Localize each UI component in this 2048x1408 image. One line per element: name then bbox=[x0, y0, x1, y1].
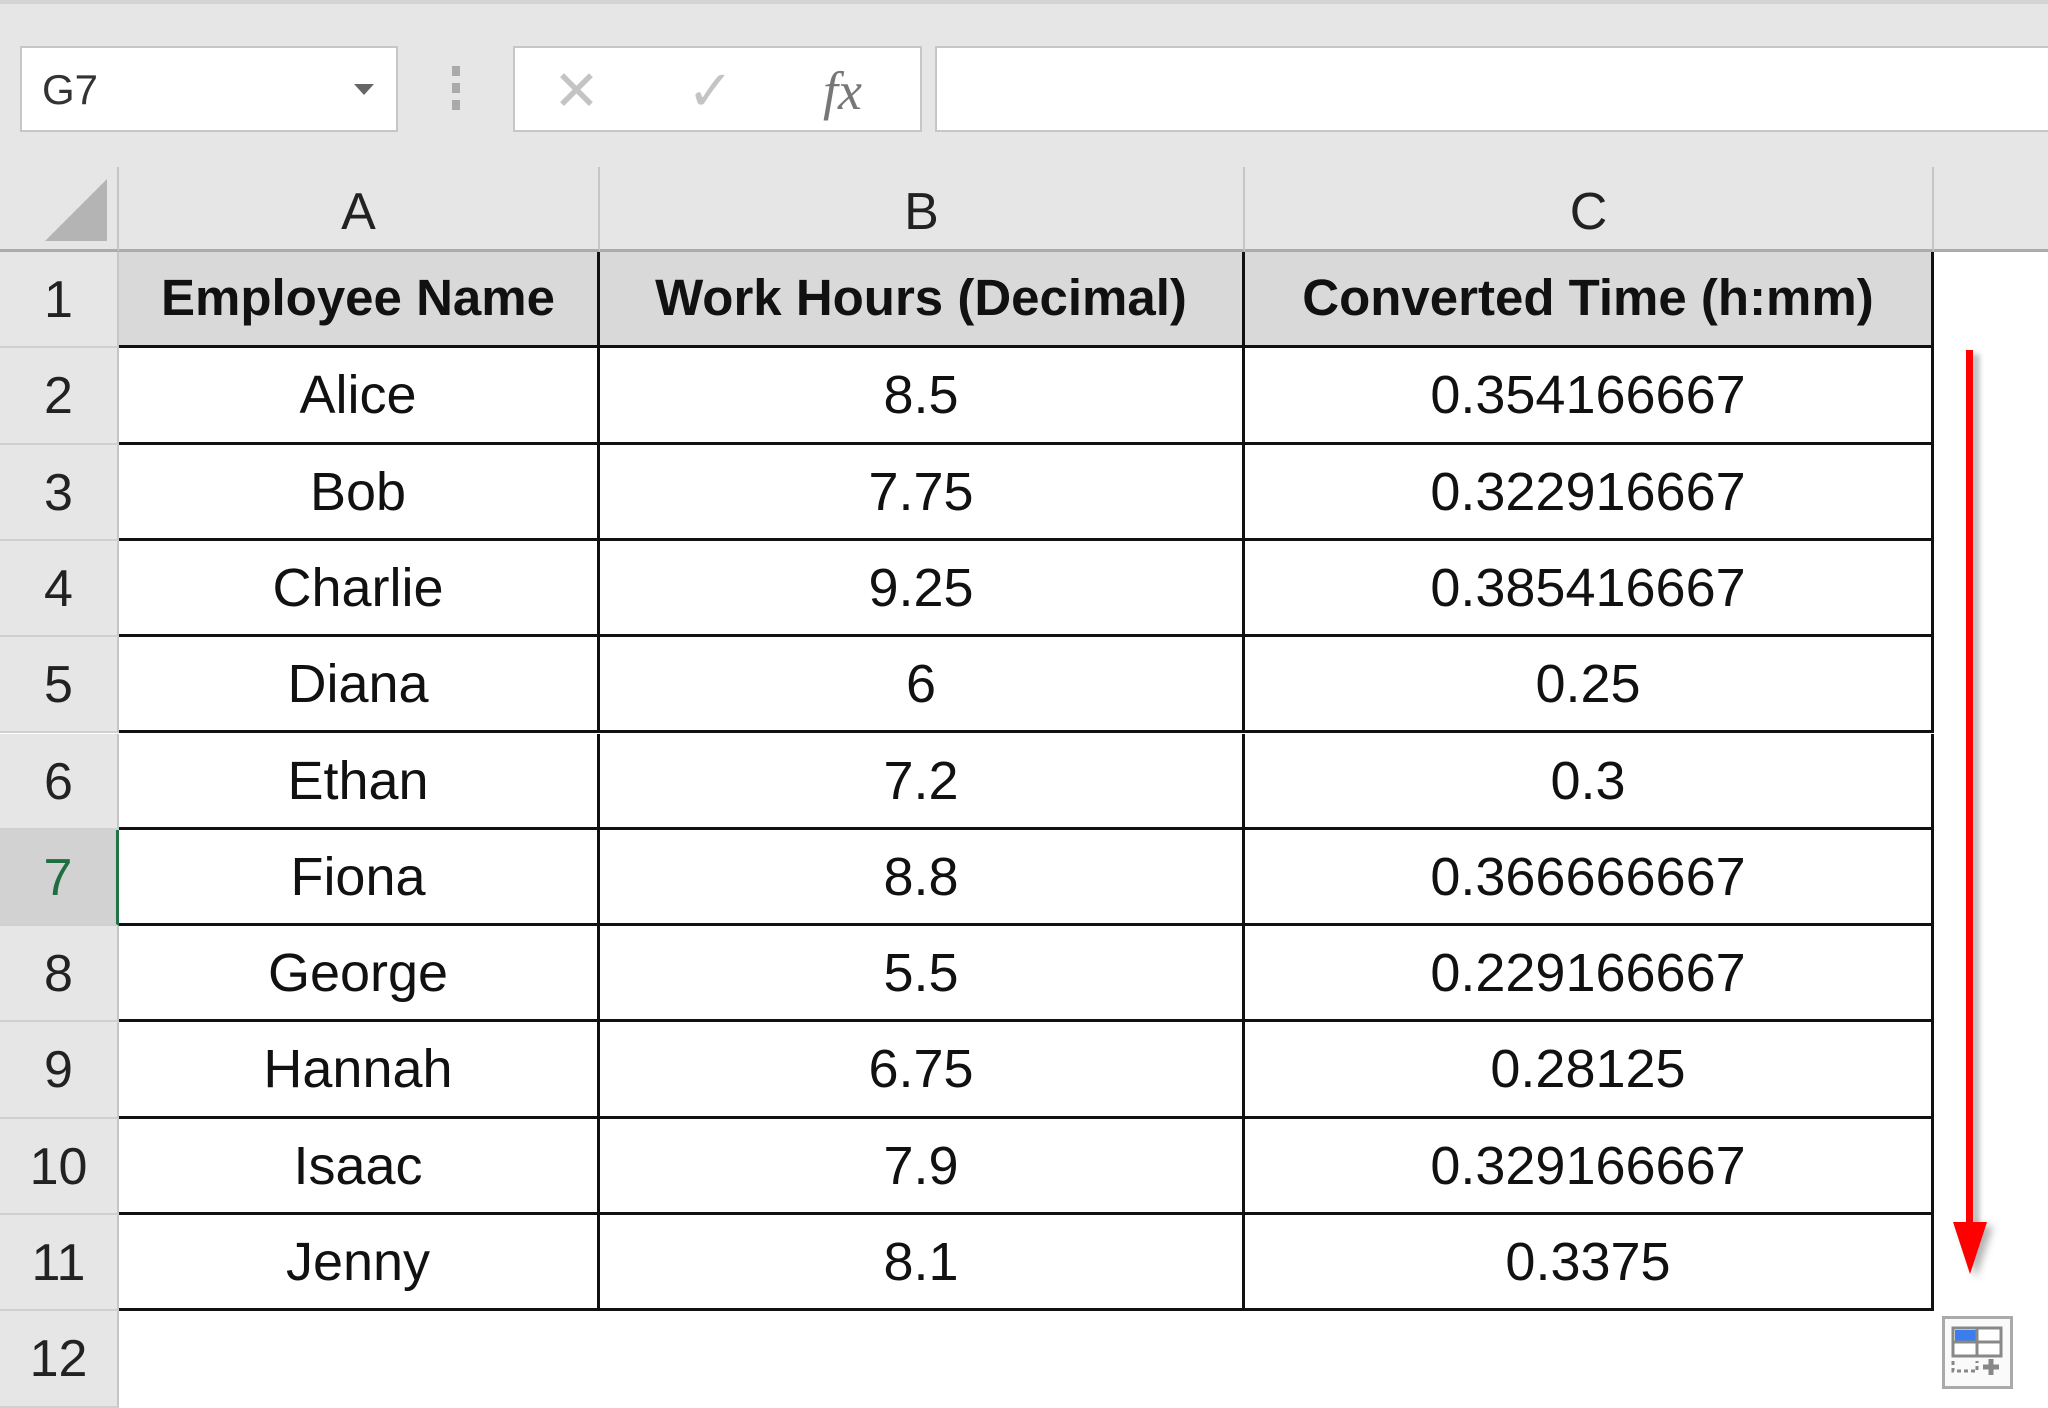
row-header-9[interactable]: 9 bbox=[0, 1022, 119, 1119]
table-cell[interactable]: George bbox=[119, 926, 600, 1023]
row-header-8[interactable]: 8 bbox=[0, 926, 119, 1023]
header-cell[interactable]: Work Hours (Decimal) bbox=[600, 252, 1245, 349]
table-cell[interactable]: 0.3375 bbox=[1245, 1215, 1934, 1312]
table-cell[interactable]: 0.3 bbox=[1245, 733, 1934, 830]
select-all-icon bbox=[45, 179, 107, 241]
row-header-2[interactable]: 2 bbox=[0, 348, 119, 445]
table-cell[interactable]: 0.322916667 bbox=[1245, 444, 1934, 541]
row-header-12[interactable]: 12 bbox=[0, 1311, 119, 1408]
table-cell[interactable]: 0.329166667 bbox=[1245, 1118, 1934, 1215]
column-header-c[interactable]: C bbox=[1245, 167, 1934, 252]
table-cell[interactable]: Isaac bbox=[119, 1118, 600, 1215]
table-cell[interactable]: 5.5 bbox=[600, 926, 1245, 1023]
cancel-icon[interactable]: ✕ bbox=[553, 59, 600, 122]
formula-buttons: ✕ ✓ fx bbox=[513, 46, 922, 132]
name-box-value: G7 bbox=[42, 66, 99, 113]
table-cell[interactable]: Jenny bbox=[119, 1215, 600, 1312]
formula-bar-area: G7 ✕ ✓ fx bbox=[0, 0, 2048, 167]
table-cell[interactable]: 0.385416667 bbox=[1245, 540, 1934, 638]
table-cell[interactable]: 0.354166667 bbox=[1245, 348, 1934, 445]
table-cell[interactable]: 0.229166667 bbox=[1245, 926, 1934, 1023]
name-box[interactable]: G7 bbox=[20, 46, 398, 132]
chevron-down-icon[interactable] bbox=[354, 84, 374, 95]
quick-analysis-icon[interactable] bbox=[1942, 1316, 2013, 1389]
table-cell[interactable]: Hannah bbox=[119, 1022, 600, 1119]
table-cell[interactable]: 8.5 bbox=[600, 348, 1245, 445]
table-cell[interactable]: 7.9 bbox=[600, 1118, 1245, 1215]
table-cell[interactable]: 8.1 bbox=[600, 1215, 1245, 1312]
row-header-6[interactable]: 6 bbox=[0, 733, 119, 830]
table-cell[interactable]: Charlie bbox=[119, 540, 600, 638]
table-cell[interactable]: 0.28125 bbox=[1245, 1022, 1934, 1119]
header-cell[interactable]: Converted Time (h:mm) bbox=[1245, 252, 1934, 349]
column-header-d[interactable] bbox=[1934, 167, 2048, 252]
red-arrow-shaft bbox=[1966, 350, 1973, 1230]
row-header-10[interactable]: 10 bbox=[0, 1118, 119, 1215]
table-cell[interactable]: 8.8 bbox=[600, 829, 1245, 927]
table-cell[interactable]: Alice bbox=[119, 348, 600, 445]
enter-icon[interactable]: ✓ bbox=[687, 59, 734, 122]
row-header-4[interactable]: 4 bbox=[0, 540, 119, 638]
row-header-11[interactable]: 11 bbox=[0, 1215, 119, 1312]
table-cell[interactable]: 7.75 bbox=[600, 444, 1245, 541]
column-header-a[interactable]: A bbox=[119, 167, 600, 252]
row-header-3[interactable]: 3 bbox=[0, 444, 119, 541]
row-header-1[interactable]: 1 bbox=[0, 252, 119, 349]
table-cell[interactable]: 9.25 bbox=[600, 540, 1245, 638]
table-cell[interactable]: Bob bbox=[119, 444, 600, 541]
insert-function-icon[interactable]: fx bbox=[823, 61, 862, 121]
select-all-button[interactable] bbox=[0, 167, 119, 252]
header-cell[interactable]: Employee Name bbox=[119, 252, 600, 349]
table-cell[interactable]: 0.25 bbox=[1245, 637, 1934, 734]
table-cell[interactable]: Ethan bbox=[119, 733, 600, 830]
table-cell[interactable]: Fiona bbox=[119, 829, 600, 927]
table-cell[interactable]: 6.75 bbox=[600, 1022, 1245, 1119]
table-cell[interactable]: 6 bbox=[600, 637, 1245, 734]
red-arrow-head-icon bbox=[1953, 1222, 1987, 1274]
row-header-5[interactable]: 5 bbox=[0, 637, 119, 734]
grip-handle-icon[interactable] bbox=[452, 66, 460, 110]
column-header-b[interactable]: B bbox=[600, 167, 1245, 252]
formula-input[interactable] bbox=[935, 46, 2048, 132]
table-cell[interactable]: Diana bbox=[119, 637, 600, 734]
table-cell[interactable]: 0.366666667 bbox=[1245, 829, 1934, 927]
row-header-7[interactable]: 7 bbox=[0, 829, 119, 927]
table-cell[interactable]: 7.2 bbox=[600, 733, 1245, 830]
